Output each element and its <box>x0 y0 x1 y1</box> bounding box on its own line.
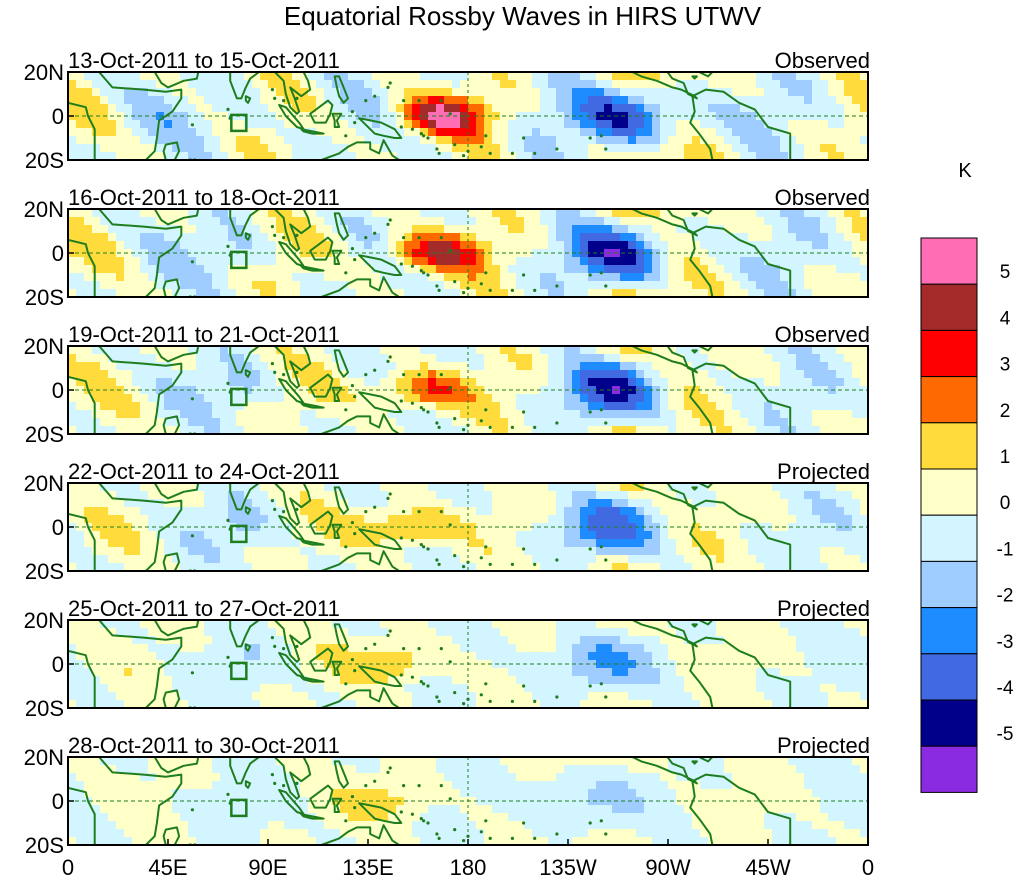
coastlines <box>68 209 792 297</box>
region-box-marker <box>230 113 248 133</box>
panel-date-range: 13-Oct-2011 to 15-Oct-2011 <box>68 48 340 73</box>
panel-date-range: 22-Oct-2011 to 24-Oct-2011 <box>68 459 340 484</box>
longitude-tick-label: 90E <box>248 855 287 880</box>
colorbar-level-label: -2 <box>997 586 1014 607</box>
latitude-tick-label: 0 <box>52 104 64 129</box>
colorbar-level-label: 4 <box>1000 308 1011 329</box>
colorbar: K 5 4 3 2 1 0 -1 -2 -3 -4 -5 <box>920 160 1014 793</box>
colorbar-swatch <box>920 237 978 285</box>
panel-status-label: Projected <box>777 596 870 621</box>
panel-status-label: Projected <box>777 459 870 484</box>
map-panel: 13-Oct-2011 to 15-Oct-2011 Observed 20N 0 20… <box>24 48 870 173</box>
longitude-tick-label: 90W <box>645 855 690 880</box>
latitude-tick-label: 20S <box>25 285 64 310</box>
colorbar-swatch <box>920 422 978 470</box>
longitude-tick-label: 45W <box>745 855 790 880</box>
colorbar-level-label: 0 <box>1000 493 1011 514</box>
colorbar-swatch <box>920 468 978 516</box>
latitude-tick-label: 20N <box>24 60 64 85</box>
longitude-tick-label: 135W <box>539 855 597 880</box>
anomaly-field <box>68 757 868 845</box>
colorbar-swatch <box>920 514 978 562</box>
panel-status-label: Observed <box>775 48 870 73</box>
longitude-tick-label: 45E <box>148 855 187 880</box>
region-box-marker <box>230 798 248 818</box>
panel-date-range: 25-Oct-2011 to 27-Oct-2011 <box>68 596 340 621</box>
latitude-tick-label: 20N <box>24 471 64 496</box>
colorbar-level-label: 1 <box>1000 447 1011 468</box>
latitude-tick-label: 20S <box>25 833 64 858</box>
region-box-marker <box>230 524 248 544</box>
panel-date-range: 16-Oct-2011 to 18-Oct-2011 <box>68 185 340 210</box>
panel-status-label: Observed <box>775 185 870 210</box>
map-panel: 25-Oct-2011 to 27-Oct-2011 Projected 20N 0 2… <box>24 596 870 721</box>
map-panel: 19-Oct-2011 to 21-Oct-2011 Observed 20N 0 20… <box>24 322 870 447</box>
longitude-tick-label: 0 <box>62 855 74 880</box>
colorbar-level-label: 3 <box>1000 355 1011 376</box>
colorbar-swatch <box>920 329 978 378</box>
figure-title: Equatorial Rossby Waves in HIRS UTWV <box>283 1 762 31</box>
map-panel: 28-Oct-2011 to 30-Oct-2011 Projected 20N 0 2… <box>24 733 870 858</box>
panel-date-range: 28-Oct-2011 to 30-Oct-2011 <box>68 733 340 758</box>
colorbar-level-label: 5 <box>1000 262 1011 283</box>
latitude-tick-label: 0 <box>52 652 64 677</box>
latitude-tick-label: 20S <box>25 559 64 584</box>
latitude-tick-label: 20N <box>24 608 64 633</box>
colorbar-swatch <box>920 376 978 424</box>
region-box-marker <box>230 661 248 681</box>
map-panel: 22-Oct-2011 to 24-Oct-2011 Projected 20N 0 2… <box>24 459 870 584</box>
panel-date-range: 19-Oct-2011 to 21-Oct-2011 <box>68 322 340 347</box>
latitude-tick-label: 0 <box>52 378 64 403</box>
latitude-tick-label: 0 <box>52 515 64 540</box>
coastlines <box>68 72 792 160</box>
panel-status-label: Projected <box>777 733 870 758</box>
latitude-tick-label: 20N <box>24 197 64 222</box>
longitude-tick-label: 135E <box>342 855 393 880</box>
coastlines <box>68 483 792 571</box>
colorbar-level-label: -4 <box>997 678 1014 699</box>
colorbar-level-label: -3 <box>997 632 1014 653</box>
longitude-axis: 0 45E 90E 135E 180 135W 90W 45W 0 <box>62 839 874 880</box>
longitude-tick-label: 180 <box>450 855 487 880</box>
colorbar-swatch <box>920 283 978 331</box>
latitude-tick-label: 0 <box>52 789 64 814</box>
colorbar-swatch <box>920 607 978 655</box>
latitude-tick-label: 20S <box>25 422 64 447</box>
colorbar-swatch <box>920 560 978 609</box>
region-box-marker <box>230 250 248 270</box>
colorbar-level-label: 2 <box>1000 401 1011 422</box>
latitude-tick-label: 20N <box>24 745 64 770</box>
anomaly-field <box>68 620 868 708</box>
latitude-tick-label: 20S <box>25 696 64 721</box>
colorbar-unit: K <box>958 160 972 182</box>
map-panels: 13-Oct-2011 to 15-Oct-2011 Observed 20N 0 20… <box>24 48 870 858</box>
colorbar-swatch <box>920 653 978 701</box>
longitude-tick-label: 0 <box>862 855 874 880</box>
latitude-tick-label: 20N <box>24 334 64 359</box>
colorbar-level-label: -5 <box>997 724 1014 745</box>
colorbar-swatch <box>920 699 978 747</box>
colorbar-swatch <box>920 745 978 793</box>
panel-status-label: Observed <box>775 322 870 347</box>
latitude-tick-label: 20S <box>25 148 64 173</box>
latitude-tick-label: 0 <box>52 241 64 266</box>
colorbar-level-label: -1 <box>997 539 1014 560</box>
map-panel: 16-Oct-2011 to 18-Oct-2011 Observed 20N 0 20… <box>24 185 870 310</box>
region-box-marker <box>230 387 248 407</box>
